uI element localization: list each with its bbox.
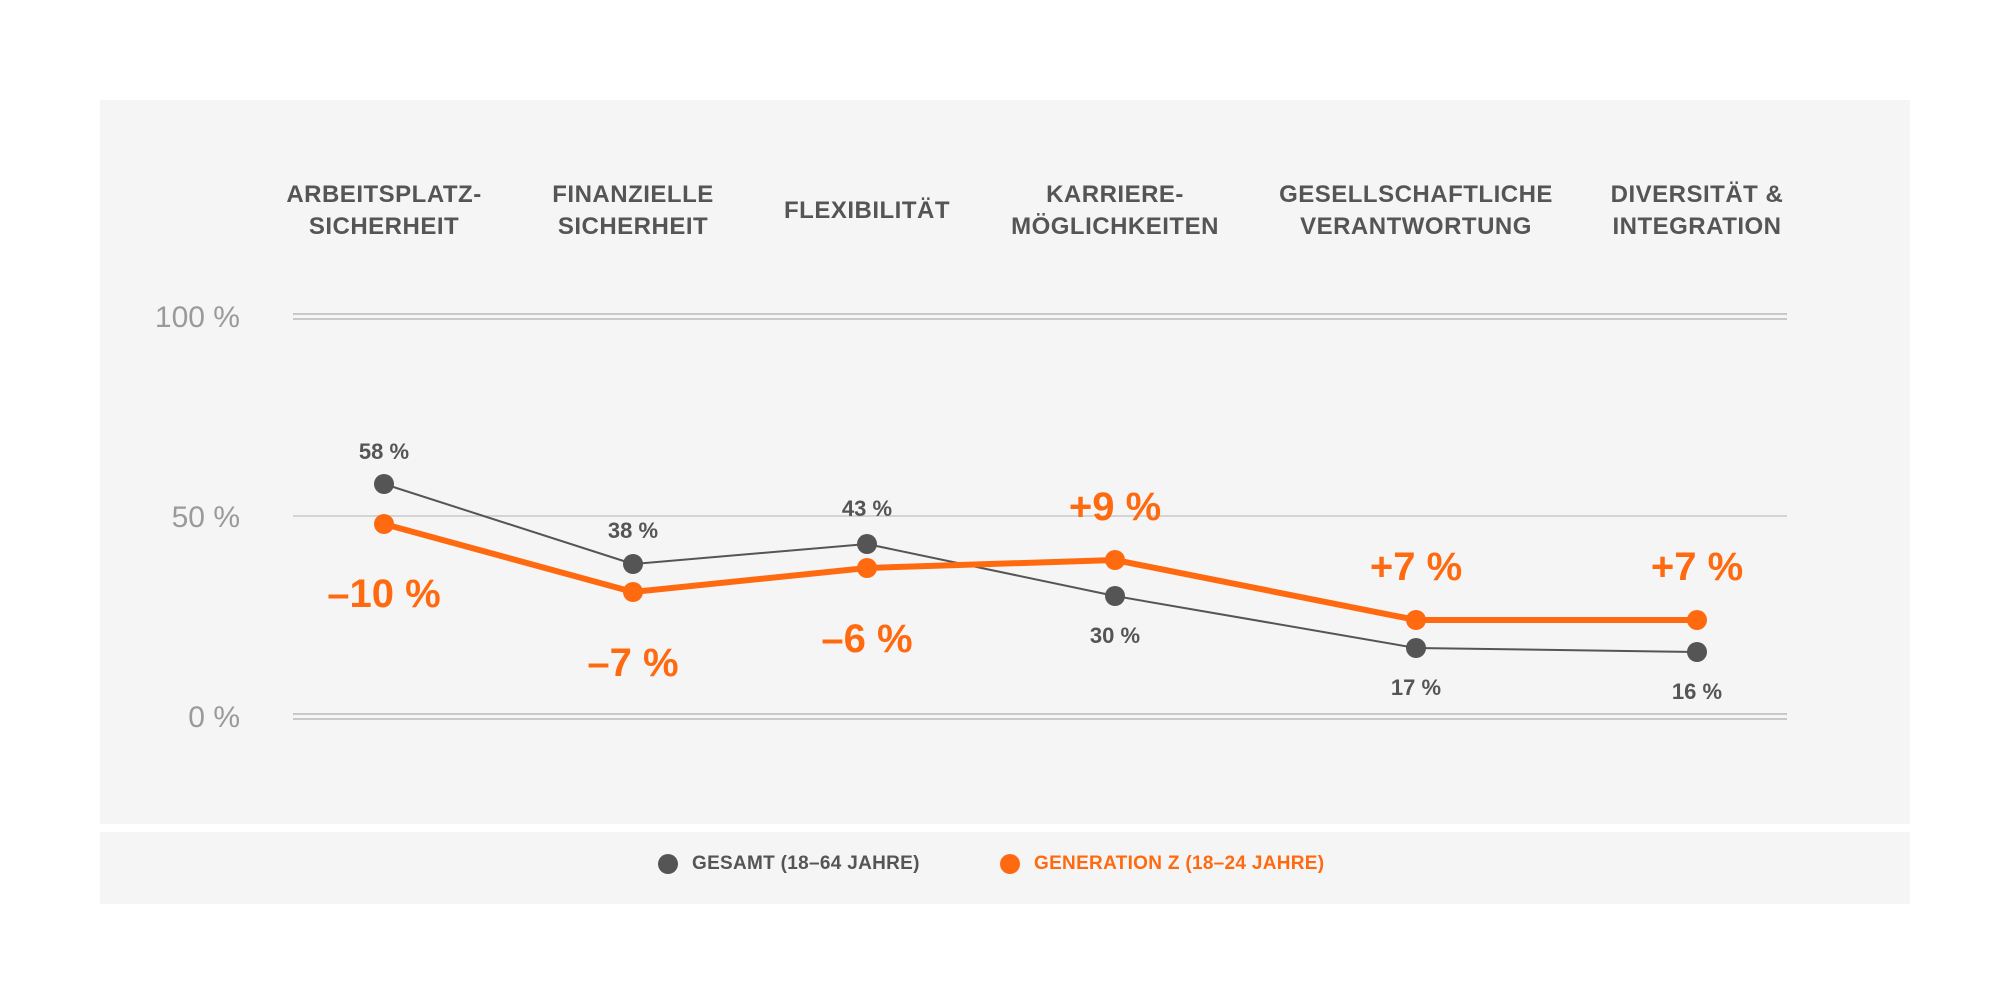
category-label-1: FINANZIELLE SICHERHEIT <box>552 181 714 240</box>
generation-z-data-label-0: –10 % <box>327 572 440 616</box>
chart-panel <box>100 100 1910 824</box>
series-1-point-0 <box>374 514 394 534</box>
series-line-1 <box>383 521 1697 623</box>
legend-item-generation-z: GENERATION Z (18–24 JAHRE) <box>1000 853 1324 875</box>
category-label-line: SICHERHEIT <box>558 213 708 240</box>
legend-label-generation-z: GENERATION Z (18–24 JAHRE) <box>1034 853 1325 874</box>
series-1-point-5 <box>1687 610 1707 630</box>
series-0-point-2 <box>857 534 877 554</box>
category-label-3: KARRIERE- MÖGLICHKEITEN <box>1011 181 1219 240</box>
category-label-line: DIVERSITÄT & <box>1611 181 1784 208</box>
generation-z-data-label-2: –6 % <box>821 617 912 661</box>
gesamt-data-label-2: 43 % <box>842 496 892 521</box>
y-tick-label-2: 0 % <box>188 701 240 734</box>
legend-dot-gesamt <box>658 854 678 874</box>
generation-z-data-label-4: +7 % <box>1370 545 1462 589</box>
generation-z-data-label-1: –7 % <box>587 641 678 685</box>
category-label-line: FINANZIELLE <box>552 181 714 208</box>
series-0-point-0 <box>374 474 394 494</box>
category-label-line: VERANTWORTUNG <box>1300 213 1532 240</box>
series-0-point-1 <box>623 554 643 574</box>
gesamt-data-label-5: 16 % <box>1672 679 1722 704</box>
series-0-point-3 <box>1105 586 1125 606</box>
legend-label-gesamt: GESAMT (18–64 JAHRE) <box>692 853 920 874</box>
generation-z-data-label-5: +7 % <box>1651 545 1743 589</box>
gesamt-data-label-4: 17 % <box>1391 675 1441 700</box>
category-label-line: GESELLSCHAFTLICHE <box>1279 181 1553 208</box>
series-0-point-4 <box>1406 638 1426 658</box>
legend-item-gesamt: GESAMT (18–64 JAHRE) <box>658 853 920 875</box>
series-1-point-3 <box>1105 550 1125 570</box>
series-0-point-5 <box>1687 642 1707 662</box>
series-1-point-2 <box>857 558 877 578</box>
category-label-5: DIVERSITÄT & INTEGRATION <box>1611 181 1784 240</box>
series-line-0 <box>383 483 1698 653</box>
category-label-line: KARRIERE- <box>1046 181 1184 208</box>
gesamt-data-label-1: 38 % <box>608 518 658 543</box>
category-label-line: SICHERHEIT <box>309 213 459 240</box>
generation-z-data-label-3: +9 % <box>1069 485 1161 529</box>
y-tick-label-0: 100 % <box>155 301 240 334</box>
category-label-line: INTEGRATION <box>1612 213 1781 240</box>
gesamt-data-label-0: 58 % <box>359 439 409 464</box>
category-label-line: MÖGLICHKEITEN <box>1011 213 1219 240</box>
category-label-0: ARBEITSPLATZ- SICHERHEIT <box>286 181 481 240</box>
gesamt-data-label-3: 30 % <box>1090 623 1140 648</box>
y-tick-label-1: 50 % <box>172 501 240 534</box>
category-label-4: GESELLSCHAFTLICHE VERANTWORTUNG <box>1279 181 1553 240</box>
category-label-2: FLEXIBILITÄT <box>784 197 950 224</box>
series-1-point-1 <box>623 582 643 602</box>
series-1-point-4 <box>1406 610 1426 630</box>
category-label-line: ARBEITSPLATZ- <box>286 181 481 208</box>
legend-dot-generation-z <box>1000 854 1020 874</box>
